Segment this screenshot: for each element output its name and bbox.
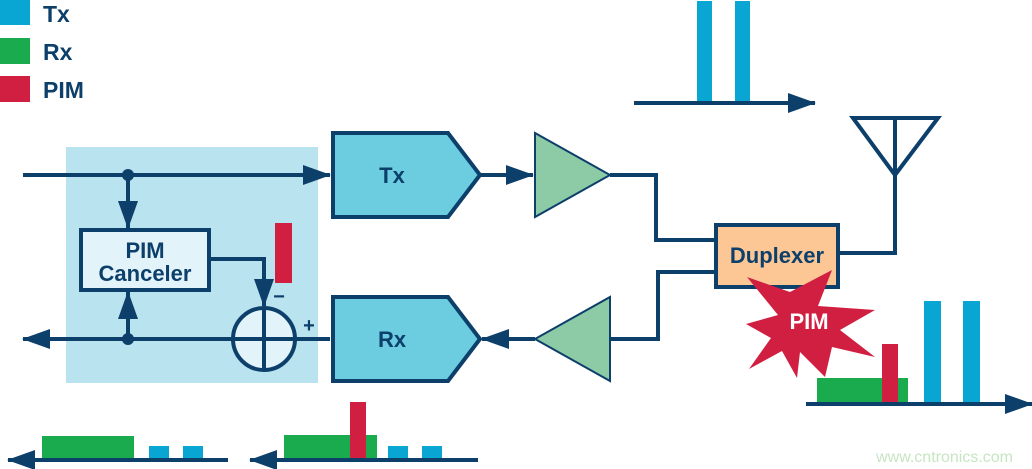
pim-burst-label: PIM — [789, 309, 828, 334]
pim-burst-icon — [746, 270, 875, 378]
duplexer-label: Duplexer — [730, 243, 825, 268]
pim-canceler-label-2: Canceler — [99, 261, 192, 286]
tx-block-label: Tx — [379, 163, 405, 188]
pa-to-duplexer-line — [610, 173, 716, 242]
pim-canceler-label-1: PIM — [125, 238, 164, 263]
antenna-icon — [849, 116, 943, 179]
duplexer-to-antenna-line — [838, 118, 897, 255]
tx-tone-bar — [697, 1, 712, 103]
summer-icon — [231, 306, 297, 372]
tx-spectrum — [634, 1, 816, 113]
plus-sign: + — [303, 315, 315, 337]
watermark: www.cntronics.com — [875, 449, 1013, 466]
canceler-output-line — [209, 257, 274, 307]
legend-swatch-rx — [0, 38, 30, 64]
received-spectrum — [249, 402, 478, 469]
legend-label-tx: Tx — [43, 1, 70, 27]
legend: Tx Rx PIM — [0, 0, 84, 103]
low-noise-amplifier-icon — [532, 295, 611, 383]
minus-sign: − — [273, 286, 285, 308]
tx-leak-bar — [388, 446, 408, 460]
cancel-pim-bar — [275, 223, 292, 283]
pim-bar — [882, 344, 898, 404]
tx-leak-bar — [183, 446, 203, 460]
rx-block — [331, 295, 483, 383]
tx-leak-bar — [149, 446, 169, 460]
duplexer-block — [714, 223, 840, 289]
power-amplifier-icon — [534, 131, 613, 219]
tx-tone-bar — [735, 1, 750, 103]
rx-band-bar — [42, 436, 134, 460]
pim-bar — [350, 402, 366, 460]
legend-label-pim: PIM — [43, 77, 84, 103]
tx-tone-bar — [924, 301, 941, 404]
legend-swatch-tx — [0, 0, 30, 25]
duplexer-to-lna-line — [610, 270, 716, 341]
tx-tone-bar — [963, 301, 980, 404]
antenna-spectrum — [806, 301, 1032, 414]
legend-swatch-pim — [0, 76, 30, 102]
legend-label-rx: Rx — [43, 39, 73, 65]
tx-block — [331, 131, 483, 219]
tx-leak-bar — [422, 446, 442, 460]
rx-block-label: Rx — [378, 327, 407, 352]
cancelled-spectrum — [7, 436, 228, 469]
